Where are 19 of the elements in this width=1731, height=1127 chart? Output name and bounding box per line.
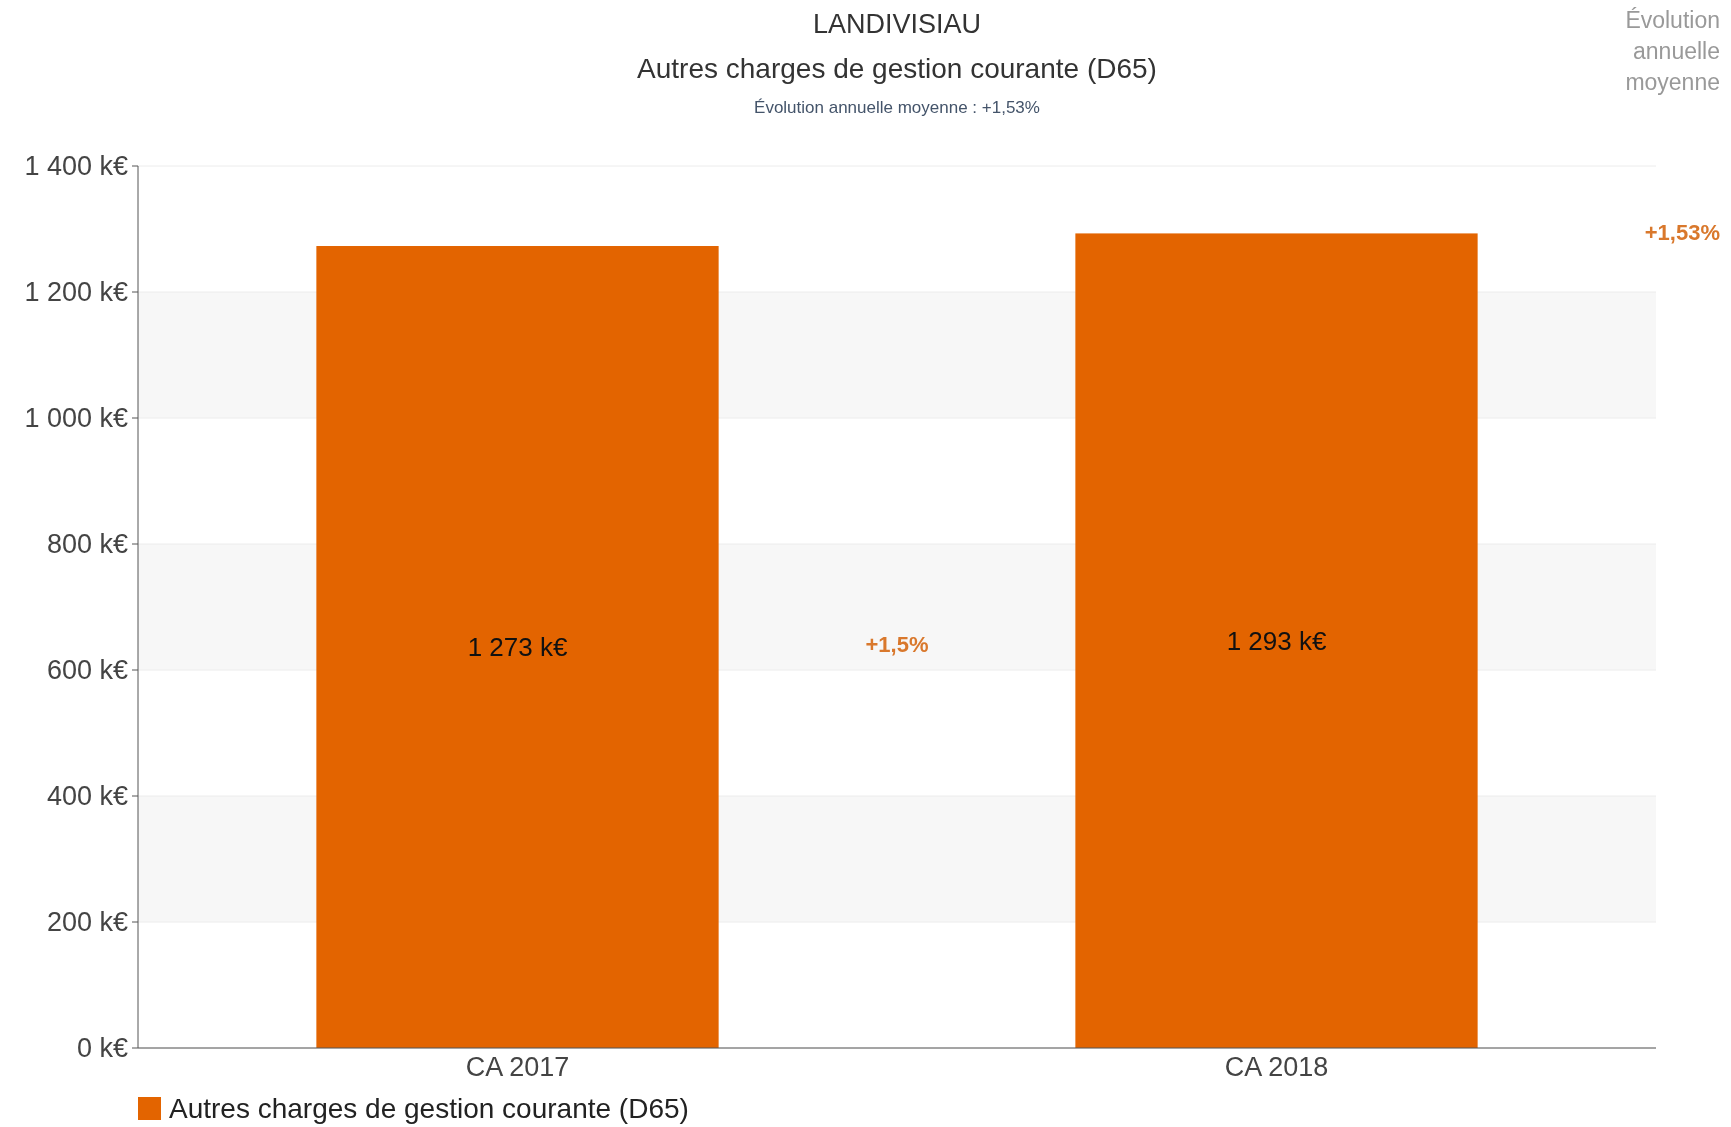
y-tick-label: 1 200 k€ — [24, 277, 128, 307]
y-tick-label: 1 400 k€ — [24, 151, 128, 181]
y-tick-label: 800 k€ — [46, 529, 128, 559]
text: Évolution annuelle moyenne : +1,53% — [754, 98, 1040, 117]
annotation: +1,5% — [865, 632, 929, 657]
text: Évolution annuelle moyenne — [1625, 7, 1720, 95]
y-tick-label: 400 k€ — [46, 781, 128, 811]
y-tick-label: 200 k€ — [46, 907, 128, 937]
chart-subtitle: Autres charges de gestion courante (D65) — [637, 53, 1157, 84]
x-tick-label: CA 2017 — [465, 1052, 570, 1082]
y-tick-label: 1 000 k€ — [24, 403, 128, 433]
legend-label: Autres charges de gestion courante (D65) — [169, 1093, 689, 1124]
y-tick-label: 600 k€ — [46, 655, 128, 685]
y-tick-label: 0 k€ — [76, 1033, 128, 1063]
data-label: 1 273 k€ — [467, 632, 568, 663]
data-label: 1 293 k€ — [1226, 625, 1327, 656]
annotation: +1,53% — [1644, 220, 1720, 245]
x-tick-label: CA 2018 — [1224, 1052, 1329, 1082]
chart-title: LANDIVISIAU — [812, 9, 982, 39]
